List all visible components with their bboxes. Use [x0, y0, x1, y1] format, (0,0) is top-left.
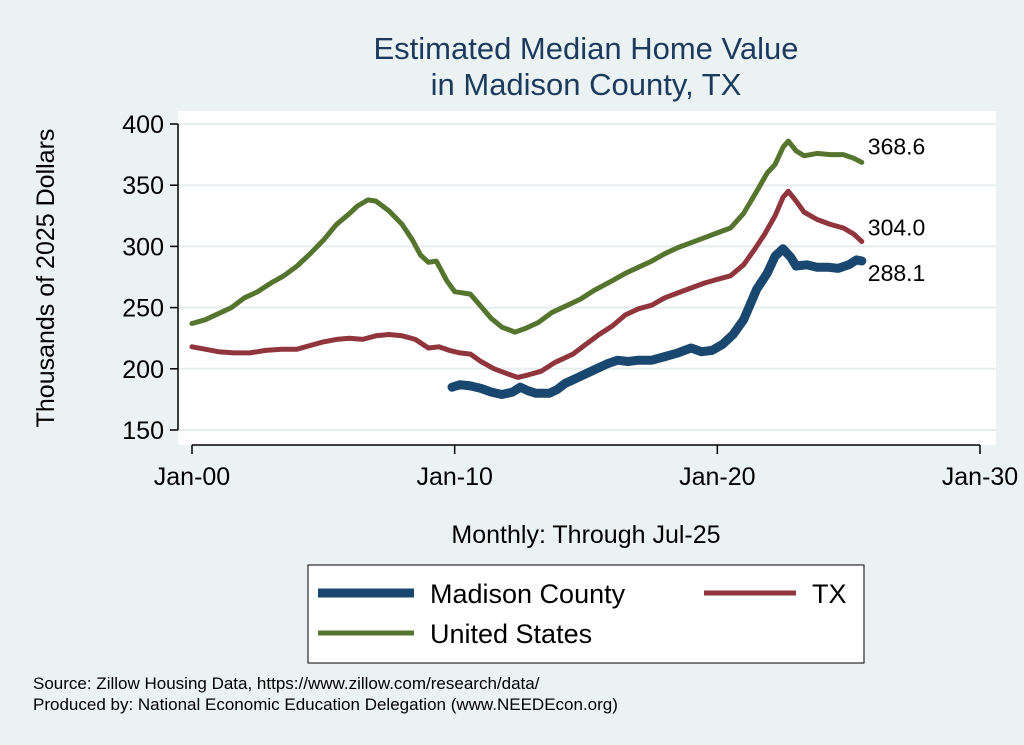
legend-box	[307, 564, 865, 664]
source-line-2: Produced by: National Economic Education…	[33, 695, 618, 714]
x-axis-label: Monthly: Through Jul-25	[451, 521, 720, 549]
x-tick-label-jan-30: Jan-30	[942, 463, 1018, 491]
legend-item-madison-county: Madison County	[318, 579, 626, 609]
end-label-tx: 304.0	[868, 215, 926, 241]
end-label-madison-county: 288.1	[868, 260, 926, 286]
legend: Madison County TX United States	[307, 564, 865, 664]
source-note: Source: Zillow Housing Data, https://www…	[33, 674, 618, 714]
end-labels: 368.6 304.0 288.1	[868, 133, 926, 286]
legend-item-tx: TX	[704, 579, 847, 609]
series-line-united-states	[189, 138, 865, 335]
legend-label-madison-county: Madison County	[430, 579, 626, 609]
source-line-1: Source: Zillow Housing Data, https://www…	[33, 674, 540, 693]
legend-label-tx: TX	[812, 579, 847, 609]
chart-title-line-1: Estimated Median Home Value	[373, 31, 798, 66]
plot-area	[178, 111, 996, 445]
y-tick-label-300: 300	[122, 233, 164, 261]
y-axis-label: Thousands of 2025 Dollars	[32, 129, 60, 428]
end-label-united-states: 368.6	[868, 133, 926, 159]
x-tick-label-jan-10: Jan-10	[416, 463, 492, 491]
legend-label-united-states: United States	[430, 619, 592, 649]
y-tick-label-350: 350	[122, 172, 164, 200]
y-tick-label-200: 200	[122, 356, 164, 384]
series-line-madison-county	[447, 244, 867, 399]
y-tick-label-250: 250	[122, 295, 164, 323]
y-tick-label-400: 400	[122, 111, 164, 139]
x-tick-label-jan-20: Jan-20	[679, 463, 755, 491]
x-tick-label-jan-00: Jan-00	[154, 463, 230, 491]
series-lines	[189, 138, 867, 399]
chart-title-line-2: in Madison County, TX	[431, 67, 742, 102]
y-tick-label-150: 150	[122, 417, 164, 445]
series-line-tx	[189, 188, 865, 380]
legend-item-united-states: United States	[318, 619, 592, 649]
axes: 150 200 250 300 350 400 Jan-00 Jan-10 Jan-20 Jan-…	[122, 111, 1018, 491]
chart-title: Estimated Median Home Value in Madison C…	[373, 31, 798, 102]
